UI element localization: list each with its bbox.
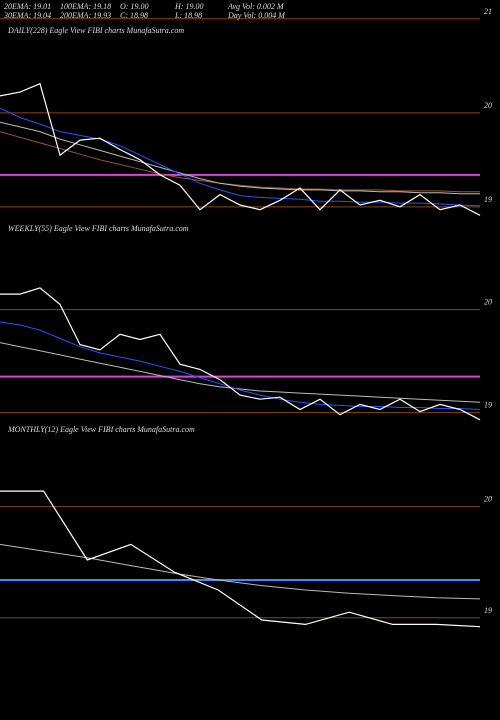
y-tick-label: 19 bbox=[484, 195, 492, 204]
y-tick-label: 19 bbox=[484, 401, 492, 410]
header-stat: Avg Vol: 0.002 M bbox=[227, 2, 285, 11]
panel-title: DAILY(228) Eagle View FIBI charts Munafa… bbox=[7, 26, 184, 35]
series-line bbox=[0, 543, 481, 600]
y-tick-label: 20 bbox=[484, 495, 492, 504]
series-line bbox=[0, 131, 480, 193]
header-stat: 30EMA: 19.04 bbox=[3, 11, 51, 20]
y-tick-label: 20 bbox=[484, 298, 492, 307]
panel-title: MONTHLY(12) Eagle View FIBI charts Munaf… bbox=[7, 425, 195, 434]
series-line bbox=[0, 342, 481, 403]
header-stat: 20EMA: 19.01 bbox=[4, 2, 51, 11]
series-line bbox=[0, 107, 481, 207]
header-stat: 100EMA: 19.18 bbox=[60, 2, 111, 11]
series-line bbox=[0, 82, 481, 216]
series-line bbox=[0, 321, 481, 410]
y-tick-label: 20 bbox=[484, 101, 492, 110]
header-stat: 200EMA: 19.93 bbox=[60, 11, 111, 20]
series-line bbox=[0, 490, 481, 628]
series-line bbox=[0, 121, 480, 195]
panel-title: WEEKLY(55) Eagle View FIBI charts Munafa… bbox=[8, 224, 189, 233]
y-tick-label: 19 bbox=[484, 606, 492, 615]
header-stat: C: 18.98 bbox=[120, 11, 148, 20]
series-line bbox=[0, 287, 481, 421]
header-stat: O: 19.00 bbox=[120, 2, 148, 11]
header-stat: H: 19.00 bbox=[174, 2, 203, 11]
y-tick-label: 21 bbox=[484, 7, 492, 16]
header-stat: Day Vol: 0.004 M bbox=[227, 11, 286, 20]
header-stat: L: 18.98 bbox=[174, 11, 202, 20]
